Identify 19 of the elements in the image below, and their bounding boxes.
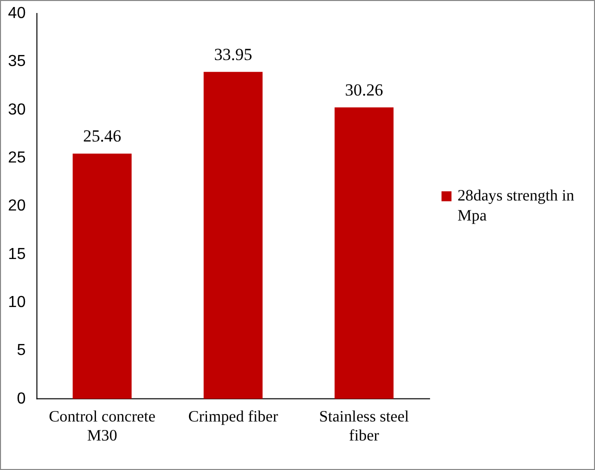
y-tick-label: 5 [16, 342, 26, 360]
bar [334, 107, 394, 399]
bar [72, 154, 132, 399]
x-tick-label: Control concrete M30 [48, 408, 156, 445]
y-tick-label: 15 [8, 246, 26, 263]
y-tick-label: 10 [8, 294, 26, 311]
data-label: 33.95 [214, 44, 252, 64]
x-tick-label: Stainless steel fiber [319, 408, 410, 445]
x-tick-label: Crimped fiber [188, 408, 279, 426]
y-tick-label: 20 [8, 198, 26, 215]
bar [204, 72, 263, 399]
y-tick-label: 40 [8, 4, 26, 22]
legend-label: 28days strength in Mpa [457, 187, 574, 224]
data-label: 25.46 [83, 126, 122, 146]
y-tick-label: 25 [8, 149, 26, 166]
y-tick-label: 0 [16, 390, 26, 408]
y-tick-label: 35 [8, 53, 26, 70]
y-tick-label: 30 [8, 101, 26, 118]
data-label: 30.26 [345, 80, 384, 100]
